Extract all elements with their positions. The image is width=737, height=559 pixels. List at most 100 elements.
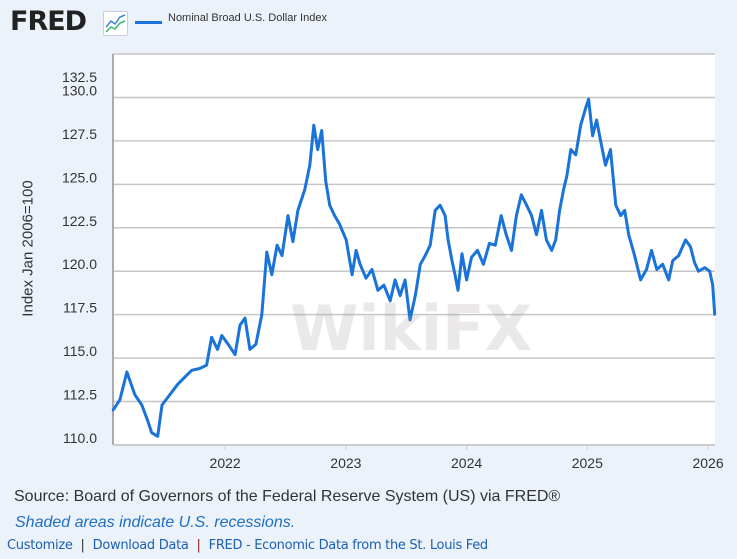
data-point [364,276,368,280]
data-point [333,214,336,217]
line-graph-icon [103,11,128,36]
data-point [354,249,358,252]
data-point [429,243,432,247]
data-point [438,203,442,207]
x-tick-label: 2025 [572,455,603,471]
data-point [540,209,543,212]
data-point [599,139,602,143]
separator: | [80,538,85,553]
data-point [320,129,323,132]
data-point [504,233,508,236]
data-point [260,313,264,316]
data-point [520,193,523,196]
series-line [111,97,717,438]
y-tick-label: 125.0 [62,169,97,185]
data-point [382,283,386,287]
fred-logo[interactable]: FRED [10,6,87,37]
download-data-link[interactable]: Download Data [92,538,189,553]
data-point [156,435,159,438]
data-point [494,243,497,247]
data-point [275,243,279,247]
data-point [510,249,513,252]
data-point [627,233,630,236]
data-point [614,203,617,207]
data-point [456,289,460,292]
y-tick-label: 130.0 [62,82,97,98]
data-point [639,278,642,282]
data-point [623,209,626,212]
data-point [376,289,380,292]
data-point [569,148,573,151]
data-point [584,106,587,110]
data-point [446,238,450,242]
y-tick-label: 112.5 [63,387,97,403]
data-point [535,233,538,236]
data-point [550,249,553,252]
data-point [286,214,290,217]
data-point [433,209,437,212]
line-chart: 110.0 112.5 115.0 117.5 120.0 122.5 125.0 127.5… [62,53,724,471]
data-point [146,419,149,422]
separator: | [196,538,201,553]
data-point [210,336,213,339]
data-point [460,252,464,256]
data-point [689,245,692,249]
data-point [530,214,533,217]
y-tick-label: 110.0 [63,430,97,446]
data-point [140,403,143,407]
data-point [150,431,153,435]
data-point [358,263,362,266]
data-point [558,209,561,212]
data-point [500,214,503,217]
data-point [465,278,468,282]
data-point [270,273,273,276]
data-point [609,148,612,151]
data-point [545,238,548,242]
footer-links: Customize | Download Data | FRED - Economic … [7,538,488,553]
customize-link[interactable]: Customize [7,538,73,553]
data-point [713,313,716,316]
data-point [633,254,636,257]
data-point [697,270,700,273]
data-point [587,97,590,101]
source-text: Source: Board of Governors of the Federa… [14,488,561,505]
data-point [198,367,201,370]
data-point [243,316,247,320]
data-point [183,376,186,379]
data-point [591,134,594,137]
data-point [450,259,454,262]
data-point [388,299,392,302]
data-point [453,273,457,276]
data-point [655,268,658,271]
data-point [238,323,242,327]
data-point [565,174,569,177]
data-point [403,278,407,282]
data-point [595,118,598,122]
data-point [226,343,230,346]
data-point [619,214,622,217]
x-tick-label: 2022 [210,455,241,471]
data-point [711,283,714,287]
data-point [118,398,122,402]
data-point [482,263,485,266]
data-point [393,278,397,282]
data-point [344,238,348,242]
data-point [667,278,670,282]
data-point [693,261,696,264]
data-point [324,179,327,183]
data-point [703,266,706,269]
data-point [190,369,193,372]
fred-home-link[interactable]: FRED - Economic Data from the St. Louis … [208,538,489,553]
data-point [160,403,164,407]
data-point [312,124,315,127]
data-point [470,256,473,259]
watermark: WikiFX [290,292,533,365]
y-tick-label: 127.5 [62,126,97,142]
y-tick-label: 117.5 [63,300,97,316]
x-tick-label: 2024 [451,455,482,471]
data-point [233,353,237,356]
x-tick-label: 2023 [330,455,361,471]
data-point [125,370,129,374]
data-point [650,249,653,252]
data-point [684,238,687,242]
